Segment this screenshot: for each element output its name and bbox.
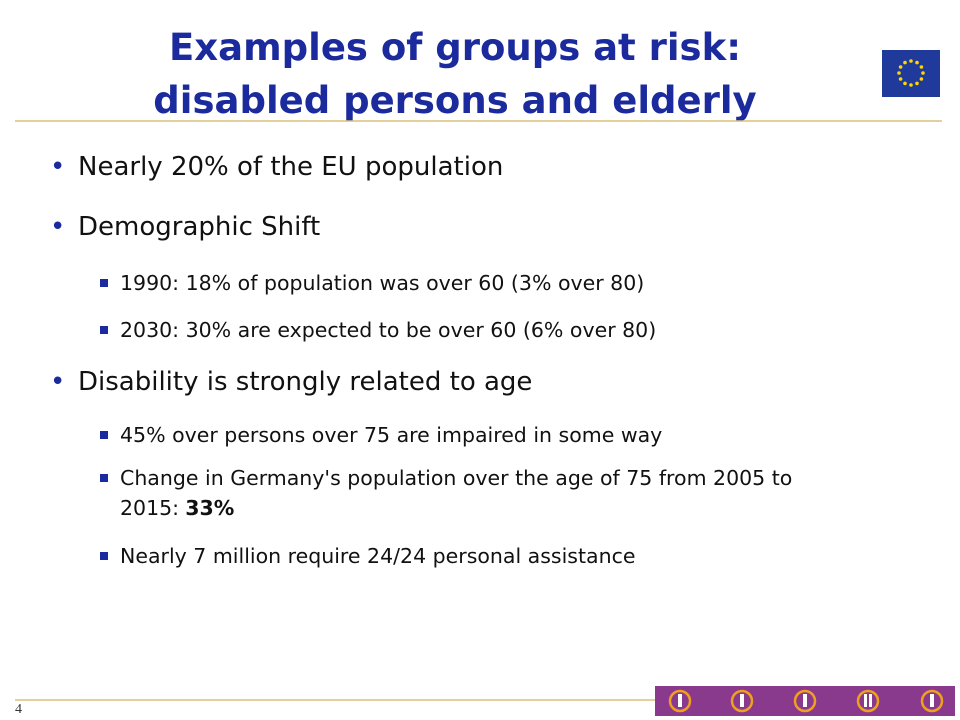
icons [668,689,944,713]
sub-bullet: Change in Germany's population over the … [100,463,840,523]
sub-bullet: 1990: 18% of population was over 60 (3% … [100,268,840,298]
page-number: 4 [15,702,22,717]
bullet-text: Demographic Shift [78,212,321,242]
bullet: Disability is strongly related to age [50,367,533,397]
sub-bullet: Nearly 7 million require 24/24 personal … [100,541,840,571]
sub-bullet-text: 2030: 30% are expected to be over 60 (6%… [120,318,657,342]
eu-flag [882,50,940,97]
sub-bullet-text: 45% over persons over 75 are impaired in… [120,423,663,447]
title-line: disabled persons and elderly [153,79,757,122]
bullet-text: Disability is strongly related to age [78,367,533,397]
sub-bullet-text: 1990: 18% of population was over 60 (3% … [120,271,645,295]
bullet-text: Nearly 20% of the EU population [78,152,504,182]
sub-bullet-text: Change in Germany's population over the … [120,466,793,520]
icon-figures [678,694,934,707]
sub-bullet: 45% over persons over 75 are impaired in… [100,420,840,450]
title-line: Examples of groups at risk: [168,26,741,69]
emphasis: 33% [185,496,235,520]
sub-bullet: 2030: 30% are expected to be over 60 (6%… [100,315,840,345]
sub-bullet-text: Nearly 7 million require 24/24 personal … [120,544,636,568]
bullet: Nearly 20% of the EU population [50,152,504,182]
flag-stars [897,59,925,87]
bullet: Demographic Shift [50,212,321,242]
